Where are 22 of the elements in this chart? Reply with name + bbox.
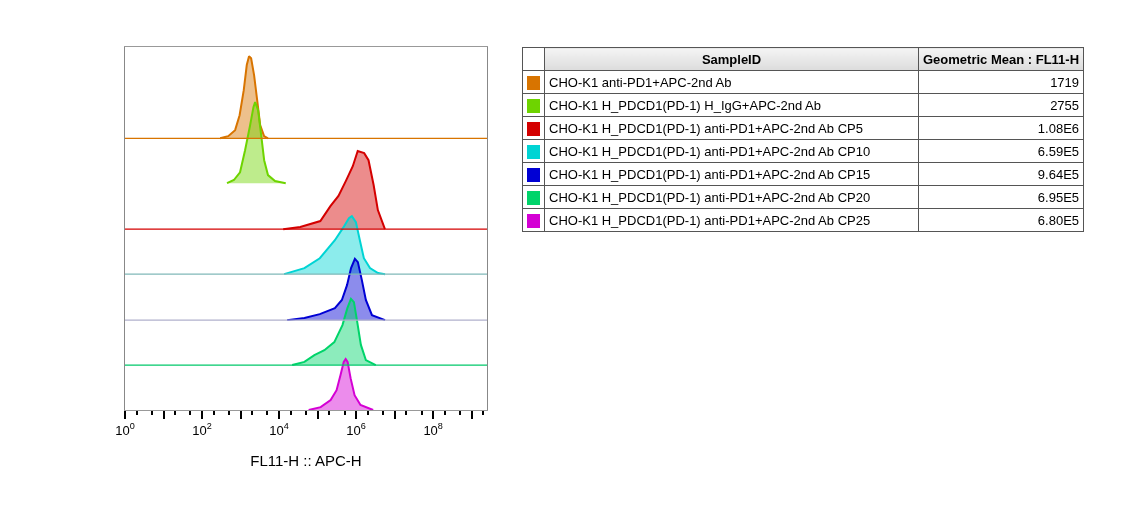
text: 6.80E5 [1037,212,1080,228]
x-tick-label: 10$^{6}$ [346,421,366,438]
x-axis-title: FL11-H :: APC-H [250,451,362,469]
x-tick-label: 10$^{2}$ [192,421,212,438]
text: 2755 [1050,97,1080,113]
text: 9.64E5 [1037,166,1080,182]
category-label: CHO-K1 H_PDCD1(PD-1) anti-PD1+APC-2nd Ab CP5 [544,116,919,140]
category-label: CHO-K1 H_PDCD1(PD-1) anti-PD1+APC-2nd Ab CP10 [544,139,919,163]
text: Geometric Mean : FL11-H [918,47,1084,71]
category-label: CHO-K1 H_PDCD1(PD-1) anti-PD1+APC-2nd Ab CP15 [544,162,919,186]
text: 1.08E6 [1037,120,1080,136]
text: 1719 [1050,74,1080,90]
text: 6.95E5 [1037,189,1080,205]
category-label: CHO-K1 anti-PD1+APC-2nd Ab [544,70,919,94]
x-tick-label: 10$^{8}$ [423,421,443,438]
text: SampleID [544,47,919,71]
category-label: CHO-K1 H_PDCD1(PD-1) H_IgG+APC-2nd Ab [544,93,919,117]
x-tick-label: 10$^{0}$ [115,421,135,438]
text: 6.59E5 [1037,143,1080,159]
category-label: CHO-K1 H_PDCD1(PD-1) anti-PD1+APC-2nd Ab CP25 [544,208,919,232]
x-tick-label: 10$^{4}$ [269,421,289,438]
category-label: CHO-K1 H_PDCD1(PD-1) anti-PD1+APC-2nd Ab CP20 [544,185,919,209]
